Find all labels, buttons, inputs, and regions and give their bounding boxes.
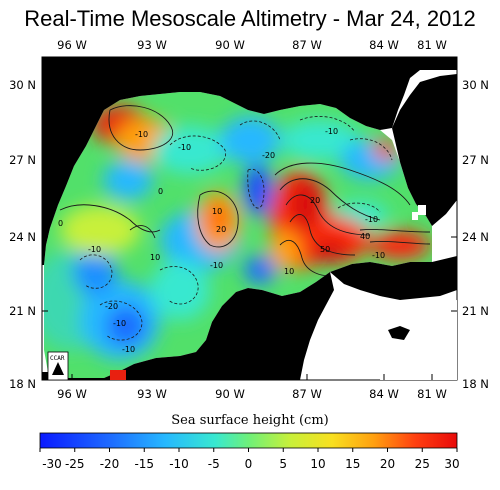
lon-label-bottom: 90 W bbox=[215, 387, 245, 401]
colorbar-tick-label: -20 bbox=[100, 457, 120, 471]
contour-label: 20 bbox=[216, 225, 226, 234]
lat-label-right: 30 N bbox=[462, 78, 489, 92]
logo-text: CCAR bbox=[50, 355, 65, 362]
contour-label: 20 bbox=[310, 196, 320, 205]
lat-label-left: 18 N bbox=[9, 377, 36, 391]
lon-ticks bbox=[71, 57, 433, 380]
contour-label: -10 bbox=[178, 143, 191, 152]
lon-label-top: 87 W bbox=[292, 38, 322, 52]
contour-label: -20 bbox=[262, 151, 275, 160]
contour-label: -10 bbox=[122, 345, 135, 354]
lat-label-left: 27 N bbox=[9, 153, 36, 167]
colorbar-tick-label: -5 bbox=[208, 457, 220, 471]
map-title: Real-Time Mesoscale Altimetry - Mar 24, … bbox=[24, 6, 476, 31]
lon-label-bottom: 81 W bbox=[417, 387, 447, 401]
lon-label-top: 96 W bbox=[57, 38, 87, 52]
lat-label-right: 27 N bbox=[462, 153, 489, 167]
lon-label-top: 93 W bbox=[137, 38, 167, 52]
contour-label: -10 bbox=[88, 245, 101, 254]
colorbar-tick-label: 15 bbox=[345, 457, 360, 471]
lon-label-bottom: 87 W bbox=[292, 387, 322, 401]
colorbar-tick-label: 0 bbox=[245, 457, 253, 471]
contour-label: -10 bbox=[210, 261, 223, 270]
contour-label: -10 bbox=[113, 319, 126, 328]
lat-ticks bbox=[42, 84, 457, 312]
colorbar-ticks: -30 -25 -20 -15 -10 -5 0 5 10 15 20 25 30 bbox=[39, 448, 460, 471]
contour-label: 50 bbox=[320, 245, 330, 254]
lon-label-bottom: 84 W bbox=[369, 387, 399, 401]
contour-label: 10 bbox=[150, 253, 160, 262]
contour-label: 0 bbox=[158, 187, 163, 196]
colorbar-tick-label: 25 bbox=[415, 457, 430, 471]
lon-label-top: 90 W bbox=[215, 38, 245, 52]
contour-label: -10 bbox=[325, 127, 338, 136]
colorbar-tick-label: 5 bbox=[279, 457, 287, 471]
lon-label-top: 84 W bbox=[369, 38, 399, 52]
colorbar-tick-label: 30 bbox=[444, 457, 459, 471]
lat-label-right: 24 N bbox=[462, 230, 489, 244]
lat-label-left: 21 N bbox=[9, 304, 36, 318]
contour-label: -10 bbox=[135, 130, 148, 139]
contour-label: 0 bbox=[58, 219, 63, 228]
contour-label: -10 bbox=[372, 251, 385, 260]
ccar-logo: CCAR bbox=[47, 351, 69, 380]
lat-label-right: 18 N bbox=[462, 377, 489, 391]
contour-label: -10 bbox=[365, 215, 378, 224]
colorbar-tick-label: 10 bbox=[310, 457, 325, 471]
lon-label-bottom: 96 W bbox=[57, 387, 87, 401]
colorbar-title: Sea surface height (cm) bbox=[171, 413, 328, 428]
contour-label: 10 bbox=[212, 207, 222, 216]
colorbar-tick-label: 20 bbox=[380, 457, 395, 471]
contour-label: 10 bbox=[284, 267, 294, 276]
colorbar-tick-label: -25 bbox=[65, 457, 85, 471]
contour-label: -20 bbox=[105, 302, 118, 311]
lon-label-bottom: 93 W bbox=[137, 387, 167, 401]
lat-label-left: 30 N bbox=[9, 78, 36, 92]
colorbar-tick-label: -30 bbox=[42, 457, 62, 471]
lat-label-left: 24 N bbox=[9, 230, 36, 244]
colorbar-tick-label: -10 bbox=[169, 457, 189, 471]
colorbar-tick-label: -15 bbox=[134, 457, 154, 471]
colorbar bbox=[39, 432, 458, 449]
lat-label-right: 21 N bbox=[462, 304, 489, 318]
lon-label-top: 81 W bbox=[417, 38, 447, 52]
contour-label: 40 bbox=[360, 232, 370, 241]
landmass bbox=[42, 57, 457, 380]
